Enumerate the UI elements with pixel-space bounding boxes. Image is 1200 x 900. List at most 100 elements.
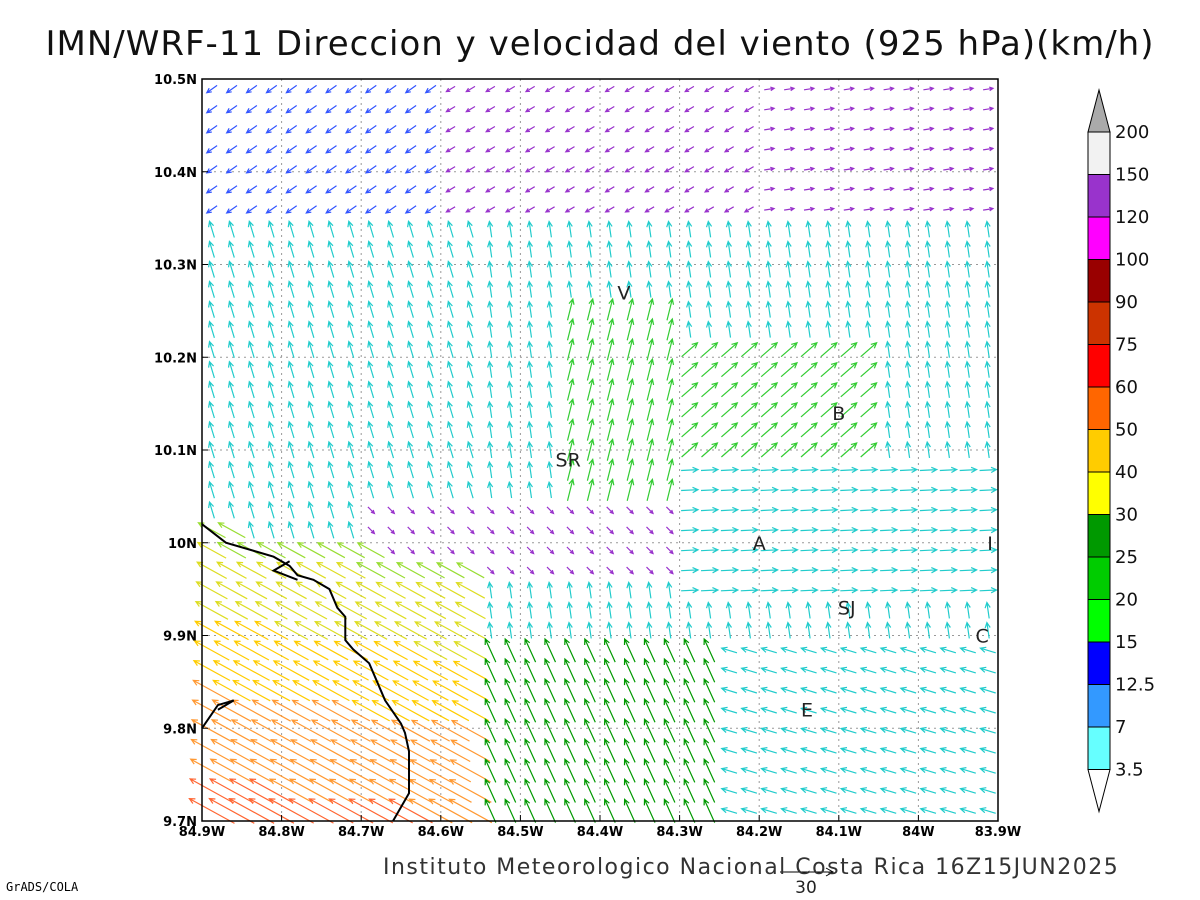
wind-arrow: [487, 300, 494, 318]
wind-arrow: [919, 747, 937, 754]
wind-arrow: [839, 646, 857, 654]
wind-arrow: [924, 260, 931, 278]
wind-arrow: [923, 106, 935, 112]
wind-arrow: [944, 621, 951, 639]
wind-arrow: [720, 646, 738, 654]
wind-arrow: [785, 300, 792, 318]
wind-arrow: [267, 280, 275, 298]
wind-arrow: [305, 145, 317, 154]
wind-arrow: [725, 320, 733, 338]
wind-arrow: [626, 317, 635, 341]
wind-arrow: [923, 126, 935, 132]
wind-arrow: [267, 240, 275, 258]
wind-arrow: [703, 758, 716, 783]
wind-arrow: [623, 778, 636, 803]
wind-arrow: [307, 219, 315, 238]
wind-arrow: [524, 105, 536, 113]
x-tick-label: 84.9W: [179, 825, 225, 840]
reference-vector: 30: [780, 867, 835, 898]
wind-arrow: [683, 758, 696, 783]
wind-arrow: [411, 700, 450, 722]
wind-arrow: [410, 739, 451, 763]
wind-arrow: [287, 340, 295, 358]
wind-arrow: [524, 697, 537, 723]
wind-arrow: [445, 186, 456, 193]
colorbar-label: 100: [1115, 250, 1149, 271]
wind-arrow: [506, 546, 515, 555]
wind-arrow: [466, 440, 474, 459]
wind-arrow: [485, 206, 496, 213]
wind-arrow: [446, 360, 454, 379]
colorbar-label: 60: [1115, 377, 1138, 398]
wind-arrow: [305, 165, 317, 174]
wind-arrow: [883, 146, 895, 152]
wind-arrow: [566, 526, 575, 535]
wind-arrow: [765, 240, 772, 258]
wind-arrow: [424, 145, 437, 154]
wind-arrow: [265, 125, 278, 134]
wind-arrow: [944, 280, 951, 298]
wind-arrow: [387, 340, 395, 358]
wind-arrow: [720, 726, 738, 734]
y-tick-label: 9.7N: [163, 815, 197, 830]
wind-arrow: [347, 420, 355, 439]
wind-arrow: [843, 126, 856, 132]
wind-arrow: [289, 758, 333, 783]
wind-arrow: [232, 660, 270, 681]
wind-arrow: [840, 567, 859, 574]
wind-arrow: [860, 442, 878, 458]
wind-arrow: [820, 546, 839, 554]
wind-arrow: [623, 637, 636, 663]
wind-arrow: [387, 280, 395, 298]
wind-arrow: [414, 601, 447, 620]
wind-arrow: [626, 506, 635, 515]
wind-arrow: [526, 320, 534, 338]
colorbar-segment: [1087, 599, 1111, 643]
wind-arrow: [760, 341, 779, 358]
wind-arrow: [586, 437, 595, 461]
wind-arrow: [904, 340, 912, 358]
wind-arrow: [350, 719, 391, 742]
x-tick-label: 84.3W: [656, 825, 702, 840]
wind-arrow: [413, 621, 447, 640]
wind-arrow: [863, 86, 875, 92]
wind-arrow: [743, 146, 754, 153]
wind-arrow: [964, 420, 971, 438]
wind-arrow: [760, 767, 777, 774]
wind-arrow: [899, 486, 919, 494]
wind-arrow: [504, 758, 517, 783]
wind-arrow: [215, 581, 248, 600]
wind-arrow: [487, 220, 494, 238]
wind-arrow: [860, 466, 879, 474]
wind-arrow: [327, 480, 335, 499]
wind-arrow: [449, 759, 491, 783]
wind-arrow: [344, 165, 357, 174]
wind-arrow: [526, 440, 533, 458]
wind-arrow: [232, 679, 271, 702]
wind-arrow: [743, 105, 754, 113]
wind-arrow: [448, 798, 493, 824]
wind-arrow: [546, 480, 553, 499]
wind-arrow: [623, 798, 636, 823]
wind-arrow: [504, 146, 516, 153]
wind-arrow: [879, 706, 897, 714]
wind-arrow: [564, 657, 576, 683]
map-title: IMN/WRF-11 Direccion y velocidad del vie…: [45, 24, 1155, 64]
colorbar-segment: [1087, 301, 1111, 345]
wind-arrow: [287, 300, 295, 318]
wind-arrow: [944, 260, 951, 278]
wind-arrow: [249, 758, 293, 783]
wind-arrow: [623, 758, 636, 783]
wind-arrow: [703, 737, 716, 763]
wind-arrow: [760, 567, 779, 574]
wind-arrow: [606, 478, 615, 501]
wind-arrow: [455, 562, 485, 579]
colorbar-segment: [1087, 514, 1111, 558]
wind-arrow: [526, 220, 533, 238]
wind-arrow: [904, 380, 912, 398]
wind-arrow: [924, 320, 932, 338]
wind-arrow: [760, 546, 779, 554]
wind-arrow: [267, 219, 275, 238]
wind-arrow: [434, 601, 466, 620]
wind-arrow: [740, 587, 760, 594]
